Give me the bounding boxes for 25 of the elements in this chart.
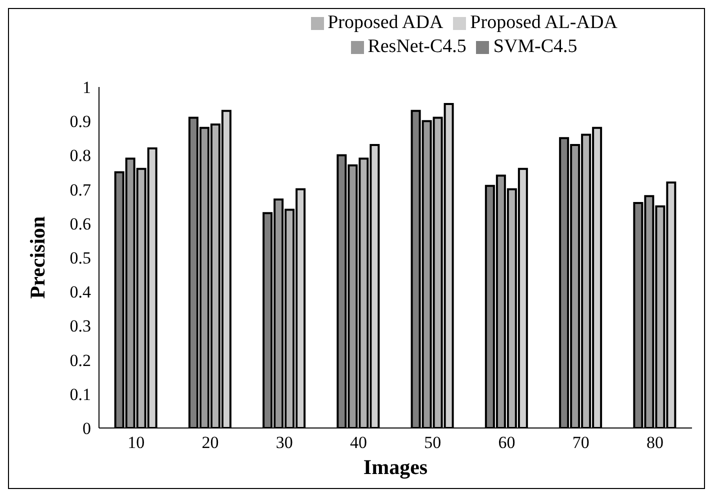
x-axis-title: Images bbox=[363, 455, 428, 479]
y-tick-label: 0.4 bbox=[70, 282, 92, 302]
x-tick-label: 20 bbox=[202, 433, 219, 452]
x-tick-label: 30 bbox=[276, 433, 293, 452]
x-tick-label: 10 bbox=[128, 433, 145, 452]
legend-label: ResNet-C4.5 bbox=[368, 36, 466, 57]
y-tick-label: 0.6 bbox=[70, 214, 91, 234]
y-axis-title: Precision bbox=[25, 216, 50, 299]
legend-label: SVM-C4.5 bbox=[493, 36, 578, 57]
x-tick-label: 40 bbox=[350, 433, 367, 452]
x-tick-label: 80 bbox=[646, 433, 664, 452]
y-tick-label: 0.7 bbox=[70, 180, 92, 200]
legend-label: Proposed ADA bbox=[328, 12, 444, 33]
x-tick-label: 70 bbox=[572, 433, 590, 452]
y-tick-label: 0.9 bbox=[70, 112, 91, 132]
y-tick-label: 0.3 bbox=[70, 316, 91, 336]
y-tick-label: 0.8 bbox=[70, 146, 91, 166]
y-tick-label: 0.2 bbox=[70, 350, 91, 370]
x-tick-label: 50 bbox=[424, 433, 442, 452]
y-tick-label: 1 bbox=[82, 78, 91, 98]
legend-label: Proposed AL-ADA bbox=[470, 12, 618, 33]
y-tick-label: 0.1 bbox=[70, 384, 91, 404]
y-tick-label: 0.5 bbox=[70, 248, 91, 268]
y-tick-label: 0 bbox=[82, 419, 91, 438]
x-tick-label: 60 bbox=[498, 433, 516, 452]
